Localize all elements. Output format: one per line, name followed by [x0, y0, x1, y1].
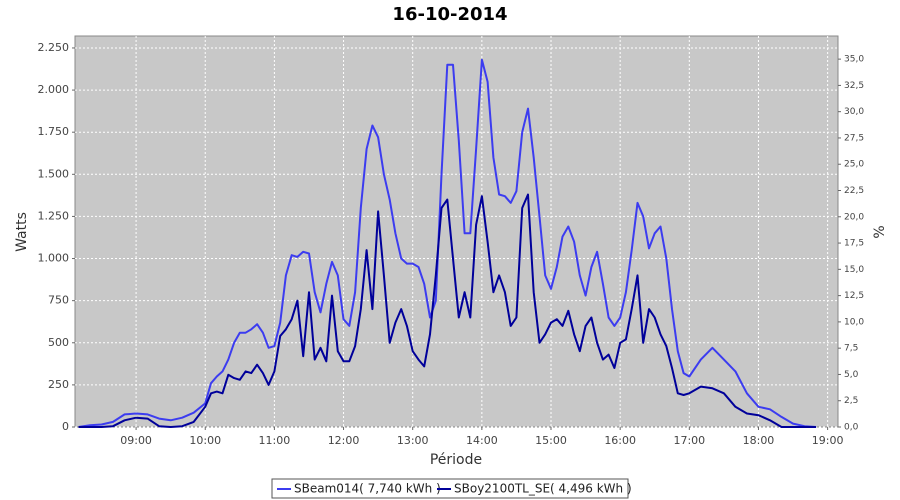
y2-tick-label: 35,0	[844, 55, 864, 65]
x-tick-label: 16:00	[604, 434, 636, 447]
x-tick-label: 19:00	[812, 434, 844, 447]
y2-tick-label: 12,5	[844, 291, 864, 301]
y2-tick-label: 7,5	[844, 344, 858, 354]
legend-label: SBoy2100TL_SE( 4,496 kWh )	[454, 482, 632, 496]
y2-tick-label: 17,5	[844, 239, 864, 249]
plot-area	[74, 35, 839, 428]
x-tick-label: 17:00	[673, 434, 705, 447]
y2-tick-label: 22,5	[844, 186, 864, 196]
y2-tick-label: 0,0	[844, 423, 859, 433]
x-tick-label: 12:00	[328, 434, 360, 447]
y2-tick-label: 10,0	[844, 317, 864, 327]
x-tick-label: 11:00	[259, 434, 291, 447]
y2-tick-label: 5,0	[844, 370, 859, 380]
y2-axis-label: %	[872, 225, 888, 238]
y-tick-label: 1.750	[38, 125, 70, 138]
x-tick-label: 09:00	[120, 434, 152, 447]
y2-tick-label: 32,5	[844, 81, 864, 91]
x-tick-label: 13:00	[397, 434, 429, 447]
x-tick-label: 10:00	[189, 434, 221, 447]
y-tick-label: 2.250	[38, 41, 70, 54]
y2-tick-label: 15,0	[844, 265, 864, 275]
y2-tick-label: 25,0	[844, 160, 864, 170]
series-line	[78, 193, 817, 428]
y-tick-label: 0	[62, 420, 69, 433]
y2-tick-label: 2,5	[844, 396, 858, 406]
series-line	[78, 58, 817, 428]
x-tick-label: 15:00	[535, 434, 567, 447]
chart-title: 16-10-2014	[392, 4, 507, 25]
y-tick-label: 2.000	[38, 83, 70, 96]
legend-label: SBeam014( 7,740 kWh )	[294, 482, 441, 496]
y-tick-label: 250	[48, 378, 69, 391]
y-tick-label: 750	[48, 294, 69, 307]
x-tick-label: 18:00	[743, 434, 775, 447]
x-axis-label: Période	[430, 452, 482, 468]
y-tick-label: 1.250	[38, 209, 70, 222]
y2-tick-label: 20,0	[844, 212, 864, 222]
y2-tick-label: 27,5	[844, 133, 864, 143]
y-axis-label: Watts	[14, 212, 30, 252]
y-tick-label: 1.500	[38, 167, 70, 180]
y-tick-label: 1.000	[38, 252, 70, 265]
y-tick-label: 500	[48, 336, 69, 349]
x-tick-label: 14:00	[466, 434, 498, 447]
y2-tick-label: 30,0	[844, 107, 864, 117]
